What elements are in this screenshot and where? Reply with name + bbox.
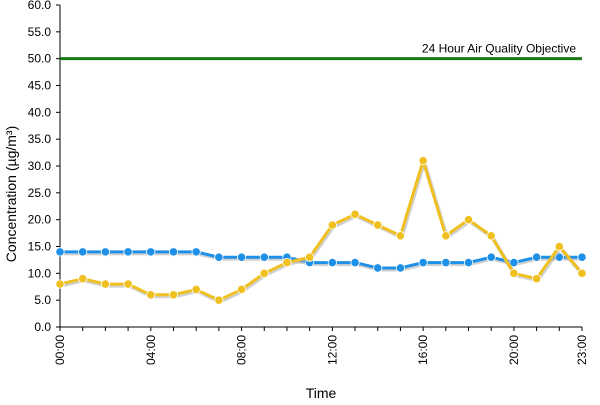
x-tick-label: 12:00 [325,335,339,365]
data-point [100,247,110,257]
data-point [146,290,156,300]
y-tick-label: 35.0 [28,132,52,146]
reference-line-group: 24 Hour Air Quality Objective [60,42,582,61]
data-point [214,295,224,305]
data-point [463,257,474,268]
data-point [486,231,496,241]
data-point [78,274,88,284]
data-point [259,268,269,278]
x-axis-title: Time [306,385,337,400]
data-point [305,252,315,262]
y-tick-labels: 0.0 5.0 10.0 15.0 20.0 25.0 30.0 35.0 40.0 45.0 50… [28,0,60,334]
data-point [55,247,65,257]
x-tick-label: 04:00 [144,335,158,365]
data-point [395,231,406,241]
data-point [532,252,542,262]
series-line-shadow [60,160,585,304]
x-tick-label: 20:00 [507,335,521,365]
data-point [168,290,179,300]
data-point [78,247,88,257]
data-point [214,252,224,262]
data-point [236,252,247,262]
data-point [577,268,587,278]
y-tick-label: 50.0 [28,52,52,66]
data-point [418,257,428,268]
data-point [395,263,406,273]
data-point [282,257,292,268]
data-point [100,279,110,289]
series-line [59,159,584,302]
series-group [55,156,587,305]
data-point [327,220,337,230]
data-point [441,257,451,268]
y-tick-label: 30.0 [28,159,52,173]
y-tick-label: 55.0 [28,25,52,39]
x-tick-label: 16:00 [416,335,430,365]
data-point [532,274,542,284]
x-tick-label: 23:00 [575,335,589,365]
data-point [373,263,383,273]
y-tick-label: 60.0 [28,0,52,12]
series-2 [55,156,587,305]
data-point [236,284,247,295]
data-point [441,231,451,241]
data-point [486,252,496,262]
data-point [418,156,428,166]
data-point [350,209,360,219]
data-point [509,268,519,278]
y-tick-label: 5.0 [34,293,51,307]
x-tick-labels: 00:00 04:00 08:00 12:00 16:00 20:00 23:00 [53,327,589,365]
x-tick-label: 08:00 [235,335,249,365]
y-axis-title: Concentration (µg/m³) [3,126,19,262]
data-point [55,279,65,289]
y-tick-label: 20.0 [28,213,52,227]
data-point [373,220,383,230]
data-point [123,279,133,289]
reference-line-label: 24 Hour Air Quality Objective [422,42,576,56]
data-point [191,247,201,257]
x-tick-label: 00:00 [53,335,67,365]
data-point [259,252,269,262]
y-tick-label: 25.0 [28,186,52,200]
data-point [327,257,337,268]
y-tick-label: 40.0 [28,105,52,119]
data-point [168,247,179,257]
data-point [146,247,156,257]
data-point [123,247,133,257]
y-tick-label: 15.0 [28,240,52,254]
y-tick-label: 0.0 [34,320,51,334]
series-1 [55,247,587,273]
data-point [191,284,201,295]
data-point [463,215,474,225]
data-point [554,241,564,252]
y-tick-label: 10.0 [28,266,52,280]
data-point [577,252,587,262]
data-point [350,257,360,268]
y-tick-label: 45.0 [28,79,52,93]
